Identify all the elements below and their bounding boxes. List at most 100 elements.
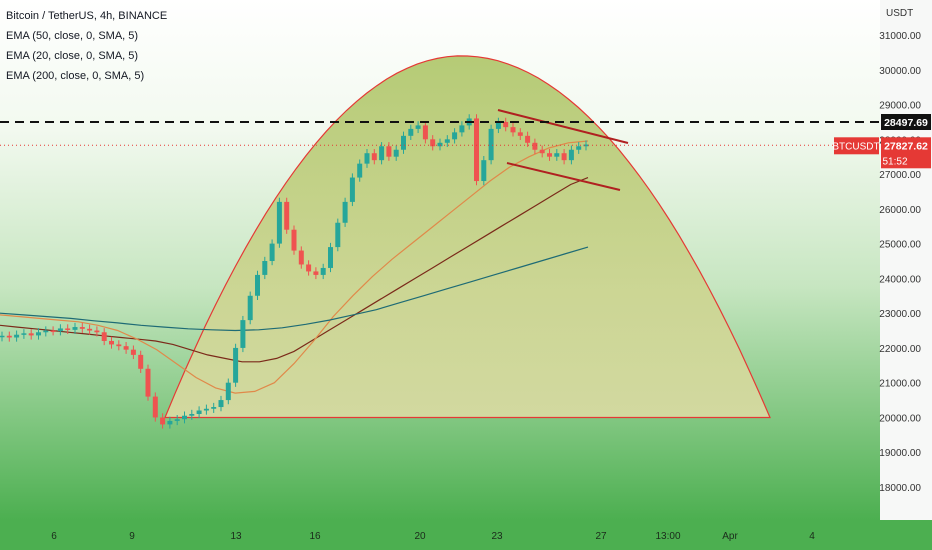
candle-body (28, 333, 34, 336)
ema20-line (0, 140, 589, 394)
candle (43, 326, 49, 337)
candle-body (203, 408, 209, 411)
candle (495, 117, 501, 134)
candle (291, 225, 297, 255)
candle (408, 124, 414, 141)
candle-body (474, 118, 479, 182)
candle (379, 142, 385, 165)
parabolic-arc[interactable] (164, 55, 771, 419)
legend-ema200[interactable]: EMA (200, close, 0, SMA, 5) (6, 70, 145, 82)
candle (65, 324, 71, 335)
candle-body (87, 328, 93, 331)
candle (240, 315, 246, 353)
candle-body (576, 146, 582, 150)
candle-body (393, 149, 399, 157)
candle (547, 149, 552, 161)
legend-symbol[interactable]: Bitcoin / TetherUS, 4h, BINANCE (6, 10, 168, 22)
candle (130, 345, 136, 360)
candle (583, 140, 589, 151)
time-tick-label: 16 (309, 531, 321, 542)
candle (503, 117, 509, 132)
candle-body (503, 121, 509, 128)
candle (488, 124, 494, 165)
candle (0, 331, 5, 342)
candle (576, 142, 582, 154)
candle-body (459, 125, 465, 133)
channel-upper-line[interactable] (497, 109, 629, 144)
price-tick-label: 30000.00 (879, 66, 921, 77)
candle-body (430, 139, 436, 147)
candle (335, 218, 341, 252)
candle (364, 149, 370, 168)
candle (371, 149, 377, 165)
candle-body (495, 121, 501, 129)
candle-body (21, 333, 27, 335)
price-tick-label: 18000.00 (879, 483, 921, 494)
candle-body (415, 125, 421, 129)
candle-body (320, 267, 326, 275)
candle-body (517, 132, 523, 136)
candle (539, 145, 545, 158)
candle (357, 159, 363, 182)
candle-body (481, 160, 487, 182)
time-tick-label: 27 (595, 531, 607, 542)
candle (211, 402, 217, 413)
candle (328, 242, 333, 273)
time-tick-label: 13 (230, 531, 242, 542)
candle-body (94, 330, 100, 333)
price-axis-unit: USDT (886, 8, 914, 19)
candle (269, 239, 275, 266)
candle-body (109, 340, 114, 345)
candle-body (14, 334, 20, 338)
ema200-line (0, 246, 589, 332)
candle (225, 378, 231, 405)
candle (276, 197, 282, 248)
time-tick-label: 13:00 (655, 531, 680, 542)
countdown-label: 51:52 (882, 156, 907, 167)
candle (393, 145, 399, 161)
chart-legend: Bitcoin / TetherUS, 4h, BINANCE EMA (50,… (6, 6, 167, 86)
candle (320, 263, 326, 280)
price-tick-label: 27000.00 (879, 170, 921, 181)
svg-text:28497.69: 28497.69 (884, 117, 928, 129)
price-tick-label: 23000.00 (879, 309, 921, 320)
channel-lower-line[interactable] (506, 162, 621, 191)
candle-body (160, 417, 166, 425)
candle-body (444, 139, 450, 143)
candle-body (255, 274, 260, 296)
candle-body (233, 347, 239, 383)
candle (452, 128, 458, 144)
last-price-label: 27827.62 51:52 (881, 137, 931, 169)
legend-ema20[interactable]: EMA (20, close, 0, SMA, 5) (6, 50, 139, 62)
candle (437, 138, 443, 151)
candle (306, 260, 312, 276)
price-axis-panel (880, 0, 932, 520)
candle-body (50, 330, 56, 333)
candle (313, 267, 319, 280)
candle-body (130, 349, 136, 355)
candle (218, 395, 224, 412)
candle-body (43, 330, 49, 333)
candle-body (583, 144, 589, 147)
candle-body (364, 153, 370, 164)
candle-body (79, 327, 85, 329)
candle (116, 340, 122, 351)
candle-body (196, 410, 202, 414)
candle-body (276, 201, 282, 244)
time-tick-label: 6 (51, 531, 57, 542)
candle-body (335, 222, 341, 248)
candle (459, 121, 465, 137)
time-tick-label: 4 (809, 531, 815, 542)
legend-ema50[interactable]: EMA (50, close, 0, SMA, 5) (6, 30, 139, 42)
candle-body (401, 135, 406, 150)
candle (349, 173, 355, 207)
candle-body (145, 368, 151, 397)
candle (50, 326, 56, 336)
candle-body (72, 327, 78, 330)
time-tick-label: Apr (722, 531, 738, 542)
candle (182, 411, 187, 424)
candle-body (349, 177, 355, 202)
candle-body (561, 153, 567, 161)
candle (109, 336, 114, 349)
